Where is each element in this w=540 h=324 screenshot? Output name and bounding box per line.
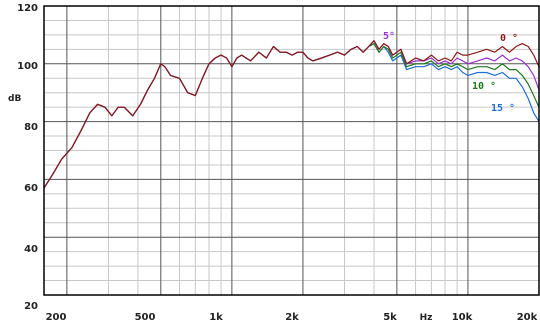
y-tick-labels: 20 40 60 80 100 120 <box>17 3 38 312</box>
x-tick-label: 500 <box>135 312 156 323</box>
angle-annotations: 0 ° 5° 10 ° 15 ° <box>383 31 518 114</box>
y-tick-label: 60 <box>24 183 38 194</box>
y-axis-label: dB <box>8 94 21 104</box>
x-axis-unit-label: Hz <box>420 313 433 323</box>
x-tick-label: 200 <box>46 312 67 323</box>
x-tick-label: 2k <box>285 312 299 323</box>
y-tick-label: 80 <box>24 122 38 133</box>
y-tick-label: 100 <box>17 61 38 72</box>
y-tick-label: 120 <box>17 3 38 14</box>
curves <box>43 40 540 189</box>
x-tick-label: 10k <box>452 312 473 323</box>
angle-label-5deg: 5° <box>383 31 395 42</box>
x-tick-labels: 200 500 1k 2k 5k 10k 20k <box>46 312 538 323</box>
y-tick-label: 20 <box>24 301 38 312</box>
minor-grid <box>44 6 540 295</box>
angle-label-0deg: 0 ° <box>500 33 518 44</box>
x-tick-label: 1k <box>209 312 223 323</box>
series-line <box>43 40 540 189</box>
angle-label-10deg: 10 ° <box>472 81 496 92</box>
x-tick-label: 5k <box>383 312 397 323</box>
angle-label-15deg: 15 ° <box>491 103 515 114</box>
y-tick-label: 40 <box>24 244 38 255</box>
x-tick-label: 20k <box>517 312 538 323</box>
plot-frame <box>43 5 540 296</box>
